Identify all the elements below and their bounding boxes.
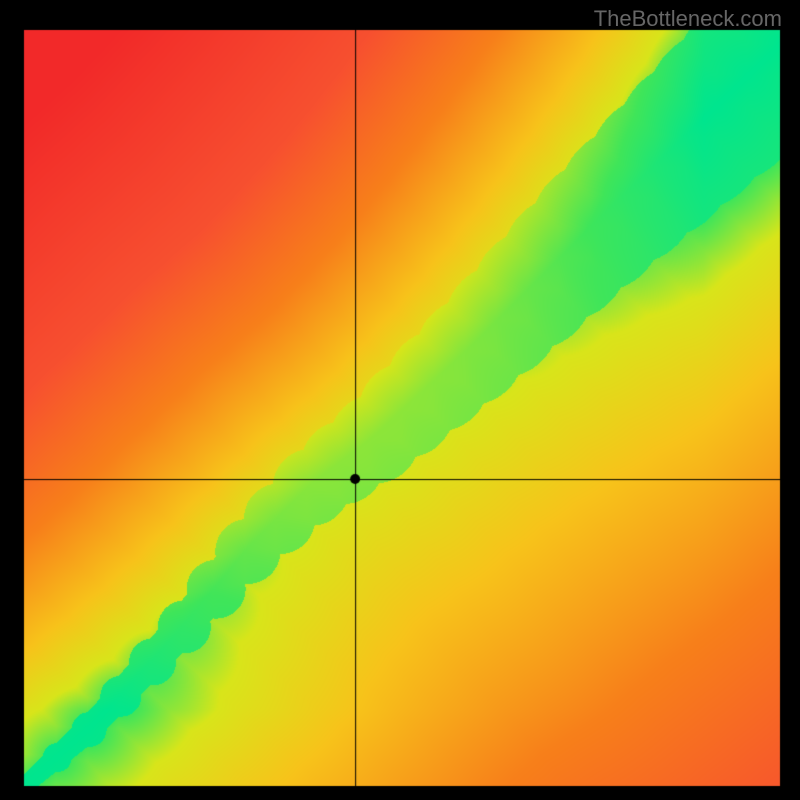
heatmap-canvas bbox=[0, 0, 800, 800]
watermark-text: TheBottleneck.com bbox=[594, 6, 782, 32]
chart-container: TheBottleneck.com bbox=[0, 0, 800, 800]
